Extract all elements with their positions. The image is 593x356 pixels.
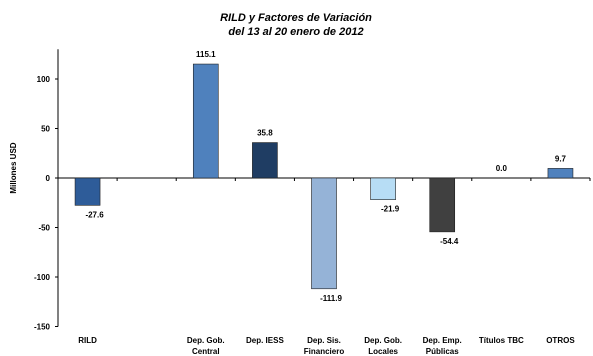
category-label: Dep. Gob. bbox=[187, 336, 225, 345]
bar bbox=[74, 177, 101, 206]
y-axis-label: Millones USD bbox=[9, 142, 18, 193]
data-label: 115.1 bbox=[196, 50, 216, 59]
category-label: OTROS bbox=[546, 336, 575, 345]
bar bbox=[252, 142, 278, 179]
chart-title: RILD y Factores de Variación bbox=[220, 12, 372, 24]
data-label: -111.9 bbox=[320, 294, 342, 303]
category-labels: RILD Dep. Gob. Central Dep. IESS Dep. Sis. Fi… bbox=[78, 336, 575, 356]
category-label: Dep. IESS bbox=[246, 336, 284, 345]
category-label: Títulos TBC bbox=[479, 336, 524, 345]
category-label: Dep. Emp. bbox=[423, 336, 462, 345]
bar bbox=[547, 168, 574, 179]
bar bbox=[429, 177, 456, 233]
data-label: 0.0 bbox=[496, 164, 508, 173]
category-label: Locales bbox=[368, 347, 398, 356]
bars bbox=[74, 63, 574, 290]
category-label: Dep. Gob. bbox=[364, 336, 402, 345]
category-label: Públicas bbox=[426, 347, 459, 356]
axes: -150 -100 -50 0 50 100 bbox=[34, 49, 591, 332]
category-label: Financiero bbox=[304, 347, 345, 356]
data-label: -21.9 bbox=[381, 205, 400, 214]
data-labels: -27.6 115.1 35.8 -111.9 -21.9 -54.4 0.0 9.7 bbox=[85, 50, 566, 303]
category-label: Central bbox=[192, 347, 220, 356]
category-label: Dep. Sis. bbox=[307, 336, 341, 345]
data-label: 9.7 bbox=[555, 154, 567, 163]
data-label: -27.6 bbox=[85, 210, 104, 219]
bar bbox=[311, 177, 337, 290]
category-label: RILD bbox=[78, 336, 97, 345]
y-tick-label: 0 bbox=[46, 174, 51, 183]
bar bbox=[192, 63, 219, 179]
y-tick-label: 50 bbox=[41, 125, 50, 134]
y-tick-label: -100 bbox=[34, 273, 51, 282]
y-tick-label: -150 bbox=[34, 323, 51, 332]
chart-subtitle: del 13 al 20 enero de 2012 bbox=[228, 26, 363, 38]
bar bbox=[370, 177, 396, 200]
data-label: -54.4 bbox=[440, 237, 459, 246]
y-tick-label: -50 bbox=[38, 224, 50, 233]
y-tick-label: 100 bbox=[37, 75, 51, 84]
data-label: 35.8 bbox=[257, 129, 273, 138]
